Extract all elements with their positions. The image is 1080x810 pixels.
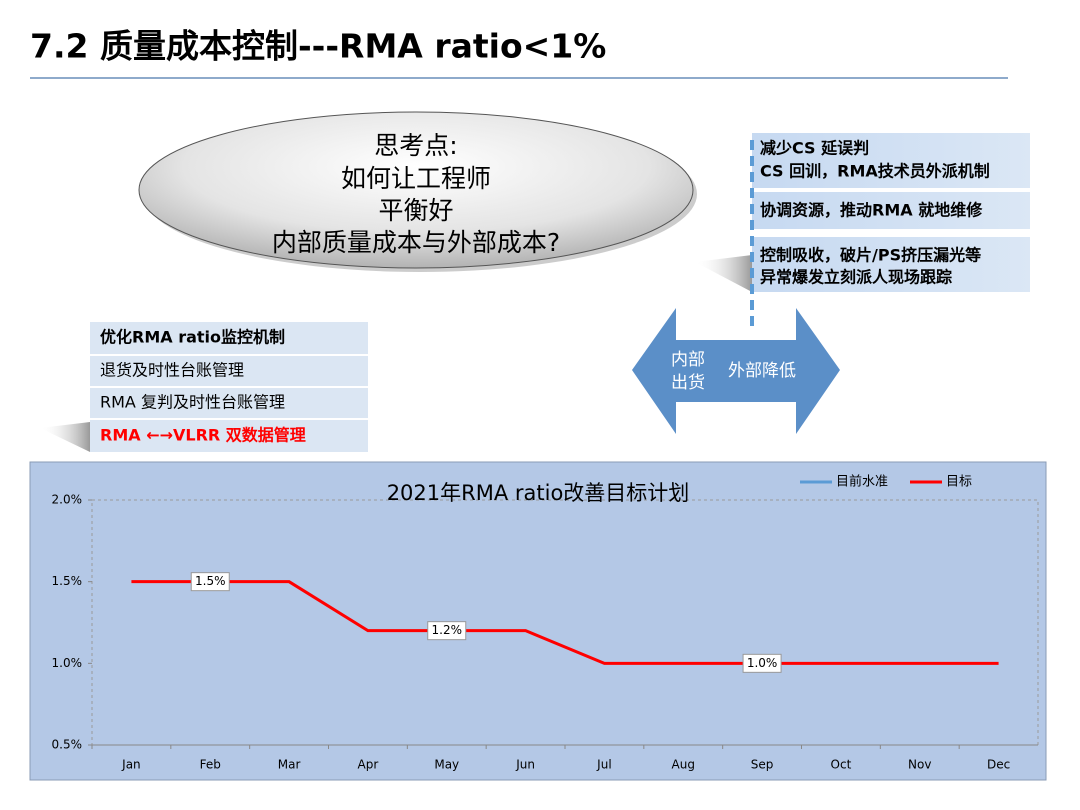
arrow-text: 出货: [671, 373, 705, 393]
chart-frame: [29, 461, 1047, 781]
list-text: 退货及时性台账管理: [100, 361, 244, 380]
arrow-text: 内部: [671, 350, 705, 370]
y-tick-label: 0.5%: [52, 738, 83, 752]
x-tick-label: Dec: [987, 758, 1010, 772]
ellipse-text: 思考点:: [374, 131, 457, 160]
legend-label: 目前水准: [836, 474, 888, 490]
data-label: 1.5%: [195, 574, 226, 588]
x-tick-label: Oct: [831, 758, 852, 772]
list-row: [90, 420, 368, 452]
left-arrow: [632, 308, 720, 434]
ellipse-text: 如何让工程师: [341, 164, 491, 193]
action-box: [752, 237, 1030, 292]
list-row: [90, 322, 368, 354]
thought-ellipse: [138, 111, 694, 269]
x-tick-label: Apr: [358, 758, 379, 772]
slide-title: 7.2 质量成本控制---RMA ratio<1%: [30, 27, 606, 66]
x-tick-label: Feb: [200, 758, 221, 772]
chart-title: 2021年RMA ratio改善目标计划: [387, 481, 690, 505]
x-tick-label: Nov: [908, 758, 931, 772]
action-text: 异常爆发立刻派人现场跟踪: [760, 268, 952, 287]
right-arrow: [705, 308, 840, 434]
legend-label: 目标: [946, 475, 972, 490]
x-tick-label: Jan: [121, 758, 141, 772]
data-label-box: [427, 621, 467, 641]
list-text: 优化RMA ratio监控机制: [100, 328, 285, 347]
list-row: [90, 388, 368, 418]
y-tick-label: 1.0%: [52, 656, 83, 670]
x-tick-label: Aug: [672, 758, 695, 772]
list-text: RMA 复判及时性台账管理: [100, 393, 285, 412]
action-text: CS 回训，RMA技术员外派机制: [760, 162, 990, 181]
y-tick-label: 2.0%: [52, 493, 83, 507]
ellipse-text: 内部质量成本与外部成本?: [272, 228, 560, 257]
list-row: [90, 356, 368, 386]
action-box: [752, 192, 1030, 229]
data-label-box: [190, 572, 230, 592]
shadow-wedge: [40, 422, 90, 452]
data-label-box: [742, 653, 782, 673]
x-tick-label: May: [434, 758, 459, 772]
action-text: 减少CS 延误判: [760, 139, 869, 158]
x-tick-label: Jun: [515, 758, 535, 772]
shadow-wedge: [695, 255, 752, 292]
action-text: 控制吸收，破片/PS挤压漏光等: [760, 246, 981, 265]
ellipse-text: 平衡好: [378, 196, 453, 225]
arrow-text: 外部降低: [728, 361, 796, 381]
action-text: 协调资源，推动RMA 就地维修: [760, 201, 983, 220]
x-tick-label: Sep: [751, 758, 774, 772]
series-line: [131, 580, 999, 665]
x-tick-label: Jul: [596, 758, 611, 772]
x-tick-label: Mar: [278, 758, 301, 772]
y-tick-label: 1.5%: [52, 574, 83, 588]
data-label: 1.0%: [747, 656, 778, 670]
list-text: RMA ←→VLRR 双数据管理: [100, 426, 306, 445]
action-box: [752, 133, 1030, 188]
data-label: 1.2%: [432, 623, 463, 637]
